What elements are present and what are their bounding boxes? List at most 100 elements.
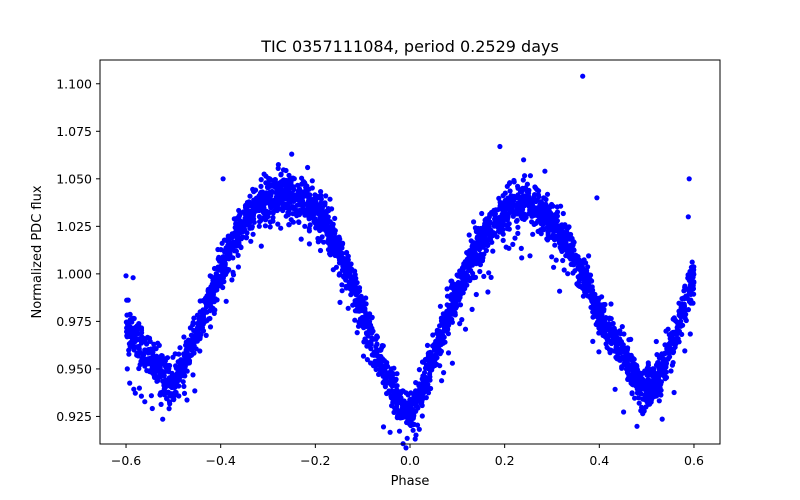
data-point (413, 403, 419, 409)
data-point (600, 330, 606, 336)
data-point (419, 413, 425, 419)
data-point-outlier (521, 157, 527, 163)
data-point (622, 355, 628, 361)
data-point (508, 194, 514, 200)
data-point (448, 278, 454, 284)
data-point (329, 206, 335, 212)
data-point (270, 183, 277, 189)
data-point (583, 288, 589, 294)
data-point (522, 213, 528, 219)
data-point (127, 380, 133, 386)
data-point-outlier (130, 275, 136, 281)
data-point (673, 341, 679, 347)
data-point (304, 183, 310, 189)
data-point (250, 204, 256, 210)
data-point (519, 255, 525, 261)
x-axis-label: Phase (391, 474, 430, 489)
data-point (224, 252, 230, 259)
data-point (209, 295, 215, 301)
data-point (235, 252, 241, 258)
data-point (690, 286, 697, 292)
data-point (462, 326, 469, 332)
data-point (524, 181, 531, 187)
data-point (144, 334, 151, 340)
data-point (230, 239, 236, 245)
data-point (671, 315, 677, 321)
data-point (275, 165, 281, 171)
data-point (184, 397, 190, 403)
data-point (408, 407, 414, 413)
data-point (257, 219, 263, 225)
data-point (516, 205, 522, 211)
data-point (306, 241, 312, 247)
data-point (448, 284, 454, 290)
data-point (221, 279, 227, 285)
data-point (669, 362, 676, 368)
data-point (191, 327, 197, 334)
data-point (376, 371, 382, 377)
data-point (324, 217, 330, 223)
data-point (214, 287, 220, 293)
data-point (522, 173, 528, 179)
data-point (492, 230, 498, 237)
data-point (644, 399, 650, 405)
data-point (345, 305, 351, 311)
data-point (596, 349, 602, 355)
data-point (679, 301, 685, 307)
data-point (194, 312, 200, 318)
data-point (413, 408, 419, 414)
data-point (519, 210, 525, 216)
data-point (480, 232, 486, 238)
data-point (513, 194, 519, 200)
data-point (416, 395, 422, 401)
data-point (454, 282, 460, 288)
data-point (496, 225, 502, 231)
x-tick-label: 0.2 (495, 453, 515, 468)
data-point (480, 255, 486, 261)
data-point (263, 197, 269, 203)
data-point (181, 383, 187, 389)
data-point (437, 330, 444, 336)
data-point (135, 344, 141, 350)
data-point (206, 316, 212, 322)
data-point (488, 274, 494, 280)
data-point (560, 210, 566, 217)
data-point (630, 370, 637, 376)
data-point (193, 346, 199, 352)
data-point (471, 219, 477, 225)
data-point (221, 259, 227, 265)
data-point-outlier (686, 176, 692, 182)
data-point (171, 397, 177, 403)
data-point (314, 193, 320, 199)
data-point (540, 210, 546, 216)
data-point (648, 386, 654, 392)
data-point (640, 381, 646, 387)
data-point (248, 238, 254, 244)
data-point (508, 201, 514, 207)
data-point (608, 301, 614, 307)
data-point (519, 188, 525, 195)
data-point (399, 411, 405, 417)
data-point (247, 218, 253, 224)
data-point (124, 366, 130, 372)
data-point (404, 435, 410, 441)
data-point (477, 262, 483, 268)
data-point (616, 341, 622, 347)
data-point (423, 388, 429, 394)
data-point (466, 267, 472, 273)
data-point (340, 255, 346, 261)
data-point (580, 293, 587, 299)
data-point (682, 283, 688, 289)
data-point (321, 239, 327, 245)
data-point (363, 295, 369, 301)
data-point (142, 399, 148, 405)
data-point (473, 291, 479, 298)
data-point (610, 320, 616, 327)
data-point (137, 336, 143, 342)
data-point (449, 360, 455, 366)
data-point (156, 342, 162, 348)
data-point (394, 403, 400, 409)
data-point (148, 393, 154, 399)
data-point (457, 321, 463, 327)
data-point (138, 327, 145, 333)
